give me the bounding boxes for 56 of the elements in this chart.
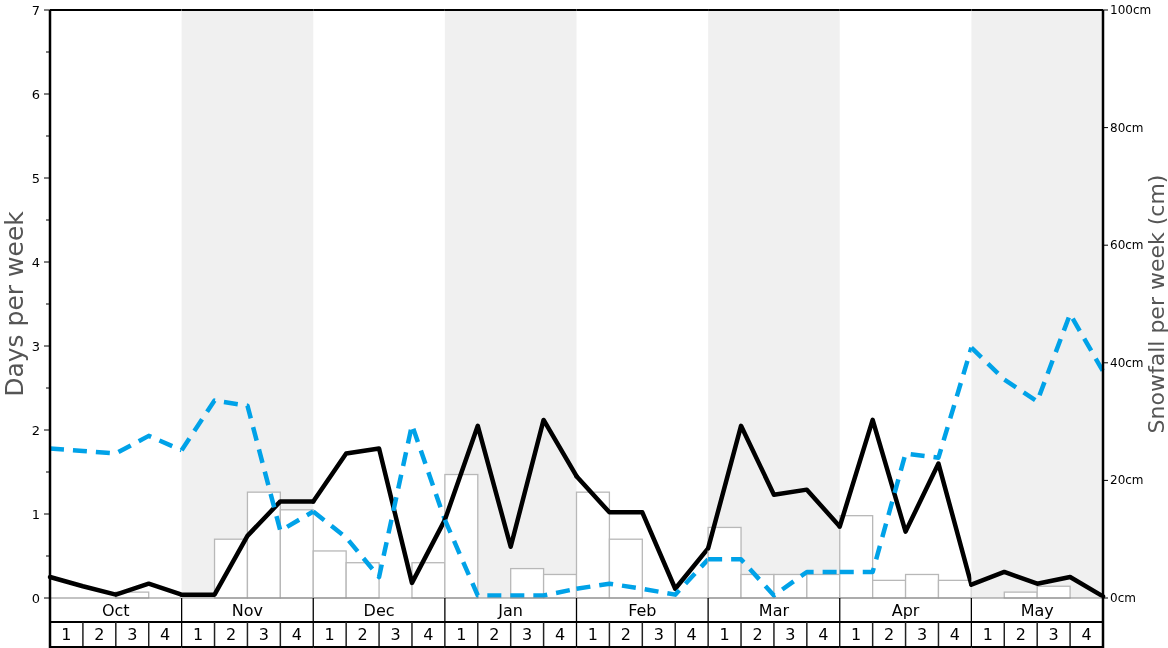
y-tick-label: 6 (31, 86, 40, 102)
x-tick-label: 3 (522, 625, 533, 644)
y2-axis-title: Snowfall per week (cm) (1143, 174, 1168, 434)
x-axis-title: Jan (497, 600, 524, 620)
y2-tick-label: 80cm (1110, 120, 1144, 135)
x-tick-label: 2 (489, 625, 500, 644)
x-tick-label: 2 (620, 625, 631, 644)
x-tick-label: 1 (719, 625, 730, 644)
x-tick-label: 4 (686, 625, 697, 644)
x-tick-label: 4 (554, 625, 566, 644)
x-tick-label: 2 (1015, 625, 1026, 644)
x-axis-title: Dec (363, 600, 395, 620)
y-axis-title: Days per week (0, 210, 29, 397)
x-tick-label: 1 (851, 625, 862, 644)
x-tick-label: 3 (1048, 625, 1059, 644)
x-tick-label: 2 (357, 625, 368, 644)
x-axis-title: Mar (758, 600, 790, 620)
y-tick-label: 0 (31, 590, 40, 606)
y-tick-label: 5 (31, 170, 40, 186)
y-tick-label: 4 (31, 254, 40, 270)
x-tick-label: 2 (884, 625, 895, 644)
x-axis-title: Oct (101, 600, 130, 620)
x-tick-label: 2 (752, 625, 763, 644)
y2-tick-label: 0cm (1110, 591, 1136, 605)
x-tick-label: 3 (390, 625, 401, 644)
x-tick-label: 1 (982, 625, 993, 644)
x-tick-label: 4 (949, 625, 961, 644)
x-axis-title: May (1020, 600, 1054, 620)
x-tick-label: 1 (61, 625, 72, 644)
x-tick-label: 4 (1081, 625, 1092, 644)
x-tick-label: 1 (456, 625, 467, 644)
x-tick-label: 4 (291, 625, 302, 644)
y-tick-label: 3 (31, 338, 40, 354)
y-tick-label: 7 (31, 2, 40, 18)
x-tick-label: 1 (587, 625, 599, 644)
x-tick-label: 1 (324, 625, 335, 644)
y2-tick-label: 40cm (1110, 355, 1144, 370)
x-tick-label: 4 (818, 625, 829, 644)
x-tick-label: 1 (192, 625, 204, 644)
x-axis-title: Apr (891, 600, 920, 620)
y2-tick-label: 20cm (1110, 473, 1144, 488)
x-tick-label: 2 (94, 625, 105, 644)
x-axis-title: Feb (628, 600, 657, 620)
x-tick-label: 4 (423, 625, 434, 644)
y2-tick-label: 100cm (1110, 3, 1152, 17)
y2-tick-label: 60cm (1110, 238, 1144, 253)
x-tick-label: 3 (916, 625, 928, 644)
y-tick-label: 1 (31, 506, 40, 522)
x-tick-label: 4 (160, 625, 171, 644)
x-tick-label: 3 (653, 625, 664, 644)
y-tick-label: 2 (31, 422, 40, 438)
x-axis-title: Nov (231, 600, 264, 620)
x-tick-label: 2 (225, 625, 237, 644)
x-tick-label: 3 (258, 625, 269, 644)
x-tick-label: 3 (785, 625, 796, 644)
x-tick-label: 3 (127, 625, 138, 644)
